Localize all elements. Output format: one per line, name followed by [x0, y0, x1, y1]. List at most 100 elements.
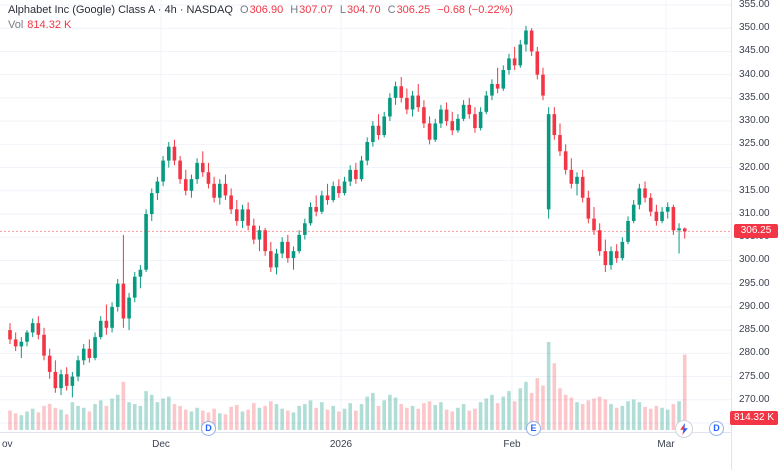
- volume-bar: [660, 407, 664, 430]
- candle-up: [331, 186, 335, 201]
- candle-up: [195, 162, 199, 180]
- candle-up: [240, 209, 245, 221]
- volume-bar: [609, 404, 613, 430]
- candle-down: [597, 230, 602, 252]
- low-label: L: [339, 4, 346, 16]
- volume-bar: [269, 401, 273, 430]
- candle-down: [529, 30, 534, 52]
- time-axis-label[interactable]: Dec: [152, 439, 170, 450]
- candle-down: [603, 251, 608, 266]
- volume-bar: [64, 414, 69, 430]
- candle-down: [286, 241, 290, 259]
- volume-bar: [416, 408, 421, 430]
- timeline-marker-d[interactable]: D: [709, 421, 724, 436]
- volume-bar: [19, 415, 24, 430]
- candle-up: [575, 176, 579, 184]
- candle-up: [507, 58, 511, 71]
- volume-bar: [303, 404, 307, 430]
- time-axis-label[interactable]: Mar: [657, 439, 675, 450]
- price-axis-label: 340.00: [739, 68, 770, 80]
- price-axis-label: 300.00: [739, 254, 770, 266]
- candle-up: [439, 109, 443, 124]
- candle-down: [580, 176, 585, 198]
- candle-down: [178, 160, 182, 180]
- candle-down: [172, 146, 177, 161]
- price-axis-label: 275.00: [739, 370, 770, 382]
- time-axis[interactable]: ov Dec 2026 Feb Mar: [0, 432, 731, 470]
- candle-down: [682, 228, 687, 232]
- lightning-button[interactable]: [675, 420, 693, 438]
- candle-up: [98, 320, 103, 338]
- volume-bar: [286, 410, 290, 430]
- candle-up: [144, 214, 148, 270]
- volume-bar: [359, 404, 364, 430]
- candle-up: [433, 123, 438, 140]
- volume-bar: [620, 405, 625, 430]
- volume-bar: [507, 391, 511, 430]
- volume-bar: [665, 409, 670, 430]
- candle-down: [53, 371, 58, 389]
- candle-down: [64, 374, 69, 386]
- candle-down: [648, 197, 653, 212]
- volume-bar: [166, 396, 171, 430]
- volume-bar: [603, 399, 608, 430]
- candle-up: [138, 269, 143, 277]
- candle-up: [609, 251, 613, 266]
- volume-bar: [365, 396, 370, 430]
- candle-up: [665, 207, 670, 212]
- candle-down: [325, 195, 330, 201]
- volume-bar: [110, 398, 114, 430]
- symbol-title[interactable]: Alphabet Inc (Google) Class A · 4h · NAS…: [8, 4, 233, 16]
- volume-bar: [677, 401, 681, 430]
- volume-value: 814.32 K: [27, 19, 72, 31]
- volume-bar: [81, 407, 86, 430]
- candle-down: [235, 209, 239, 221]
- candle-up: [132, 276, 137, 298]
- candle-up: [484, 95, 489, 112]
- price-axis-label: 270.00: [739, 393, 770, 405]
- candle-up: [166, 146, 171, 161]
- volume-bar: [70, 402, 75, 430]
- volume-bar: [388, 394, 392, 430]
- volume-bar: [490, 394, 494, 430]
- volume-bar: [8, 410, 12, 430]
- price-axis-label: 315.00: [739, 184, 770, 196]
- candle-down: [376, 125, 381, 136]
- timeline-marker-e[interactable]: E: [526, 421, 541, 436]
- price-axis-label: 310.00: [739, 208, 770, 219]
- timeline-marker-d[interactable]: D: [201, 421, 216, 436]
- volume-bar: [529, 392, 534, 430]
- volume-label: Vol: [8, 19, 24, 31]
- time-axis-label[interactable]: Feb: [503, 439, 521, 450]
- volume-bar: [580, 404, 585, 430]
- time-axis-label[interactable]: 2026: [329, 439, 353, 450]
- candle-up: [30, 323, 35, 333]
- candle-down: [223, 183, 228, 196]
- candle-down: [563, 151, 568, 170]
- lightning-icon: [680, 423, 688, 435]
- candle-up: [456, 118, 460, 131]
- last-volume-badge: 814.32 K: [729, 411, 778, 425]
- volume-bar: [524, 381, 528, 430]
- candle-up: [127, 297, 131, 319]
- candle-down: [467, 104, 472, 115]
- volume-bar: [30, 408, 35, 430]
- candle-down: [416, 95, 421, 108]
- candle-down: [337, 186, 341, 194]
- candle-down: [314, 207, 318, 212]
- volume-bar: [405, 407, 409, 430]
- volume-bar: [501, 396, 506, 430]
- candle-up: [274, 253, 279, 268]
- candle-up: [25, 332, 29, 342]
- volume-bar: [98, 400, 103, 430]
- volume-bar: [280, 408, 284, 430]
- volume-bar: [648, 408, 653, 430]
- candle-down: [427, 123, 432, 140]
- volume-bar: [246, 409, 250, 430]
- candle-up: [280, 241, 284, 254]
- candle-down: [535, 51, 540, 75]
- volume-bar: [433, 404, 438, 430]
- candlestick-chart[interactable]: [0, 0, 731, 470]
- candle-up: [115, 283, 120, 307]
- time-axis-label[interactable]: ov: [2, 439, 13, 450]
